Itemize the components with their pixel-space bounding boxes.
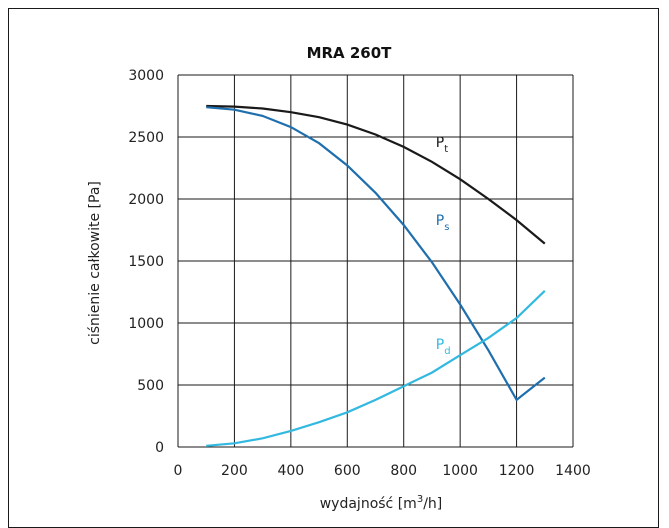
x-tick-label: 1000: [442, 463, 478, 479]
series-label-pt: Pt: [436, 135, 448, 155]
series-line-pd: [206, 290, 546, 447]
y-tick-label: 1500: [128, 254, 164, 270]
grid: 0 200 400 600 800 1000 1200 1400 0 500 1000 1500 200…: [128, 68, 590, 479]
series-line-pt: [206, 104, 546, 245]
x-axis-label-main: wydajność [m: [320, 496, 417, 512]
y-tick-label: 2000: [128, 192, 164, 208]
x-tick-label: 400: [277, 463, 304, 479]
x-tick-label: 1400: [555, 463, 591, 479]
x-axis-label-sup: 3: [417, 494, 423, 505]
y-tick-label: 2500: [128, 130, 164, 146]
y-tick-label: 1000: [128, 316, 164, 332]
series-group: [206, 104, 546, 447]
x-axis-label-tail: /h]: [423, 496, 442, 512]
x-tick-label: 1200: [499, 463, 535, 479]
chart-title: MRA 260T: [307, 44, 393, 62]
chart-frame: 0 200 400 600 800 1000 1200 1400 0 500 1000 1500 200…: [8, 8, 659, 528]
series-line-ps: [206, 106, 546, 402]
series-label-subscript: t: [444, 144, 448, 155]
series-label-pd: Pd: [436, 337, 451, 357]
x-axis-label: wydajność [m3/h]: [320, 494, 443, 512]
y-tick-label: 500: [137, 378, 164, 394]
x-tick-label: 800: [390, 463, 417, 479]
x-tick-label: 0: [174, 463, 183, 479]
x-tick-label: 600: [334, 463, 361, 479]
y-tick-label: 3000: [128, 68, 164, 84]
chart: 0 200 400 600 800 1000 1200 1400 0 500 1000 1500 200…: [87, 44, 591, 512]
series-label-subscript: s: [444, 222, 449, 233]
y-axis-label: ciśnienie całkowite [Pa]: [87, 181, 103, 345]
y-tick-label: 0: [155, 440, 164, 456]
series-label-ps: Ps: [436, 213, 450, 233]
x-tick-label: 200: [221, 463, 248, 479]
series-label-subscript: d: [444, 346, 450, 357]
